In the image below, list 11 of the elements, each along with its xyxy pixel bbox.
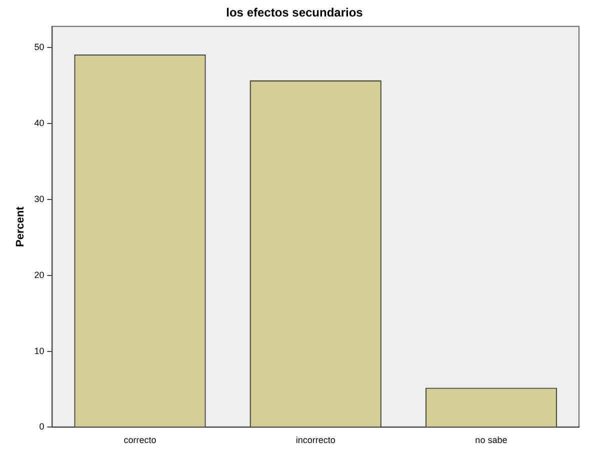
x-tick-label: no sabe	[475, 435, 508, 446]
y-tick-label: 30	[34, 194, 44, 204]
x-tick-label: incorrecto	[296, 435, 336, 446]
y-tick-label: 10	[34, 346, 44, 356]
y-tick-label: 20	[34, 270, 44, 280]
x-tick-label: correcto	[124, 435, 156, 446]
y-tick-label: 40	[34, 118, 44, 128]
y-tick-label: 50	[34, 42, 44, 52]
chart-title: los efectos secundarios	[226, 6, 364, 20]
y-tick-label: 0	[39, 422, 44, 432]
y-axis-title: Percent	[14, 206, 27, 247]
